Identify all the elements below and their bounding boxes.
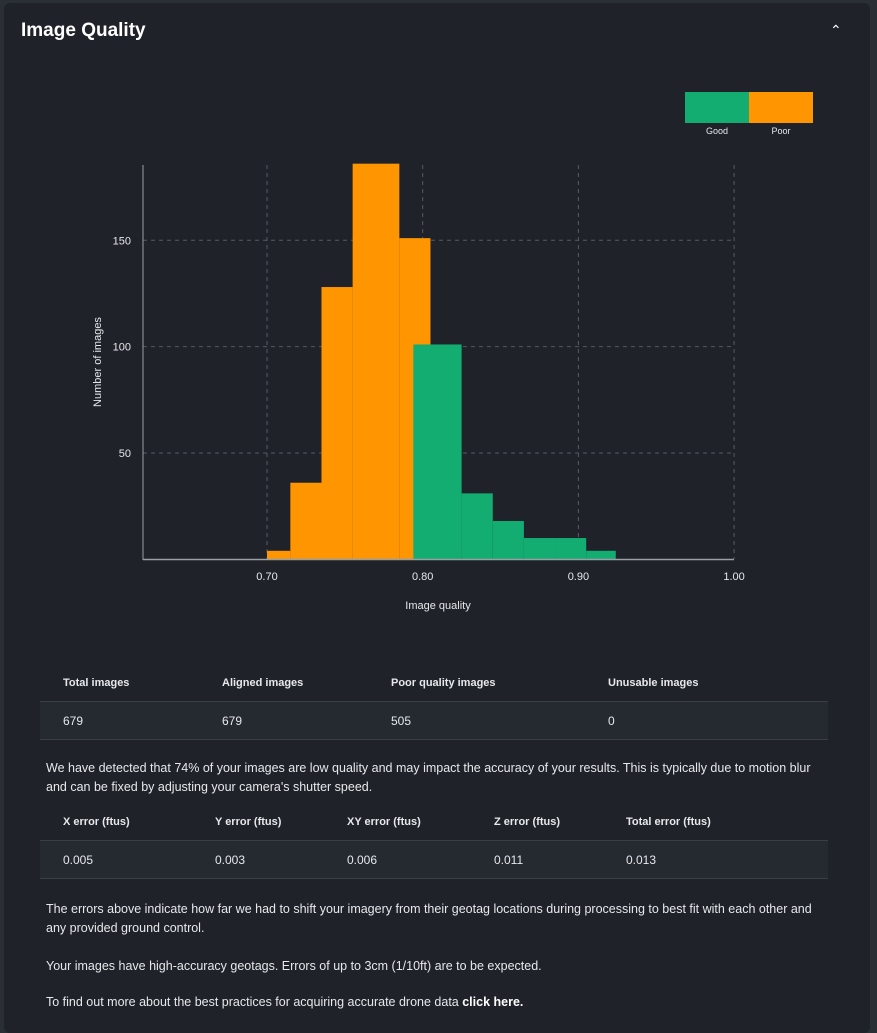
error-table-header: X error (ftus) Y error (ftus) XY error (…: [40, 804, 828, 840]
poor-quality-images-value: 505: [391, 713, 412, 728]
x-tick-label: 0.80: [412, 571, 433, 583]
header-aligned-images: Aligned images: [222, 677, 304, 689]
total-error-value: 0.013: [626, 852, 657, 867]
z-error-value: 0.011: [494, 852, 524, 867]
legend-label-good: Good: [706, 126, 728, 136]
best-practice-text: To find out more about the best practice…: [46, 995, 463, 1009]
x-tick-label: 0.90: [568, 571, 589, 583]
table-row: 679 679 505 0: [40, 701, 828, 740]
header-xy-error: XY error (ftus): [347, 816, 421, 828]
summary-table: Total images Aligned images Poor quality…: [40, 665, 828, 740]
histogram-bar-good: [461, 493, 493, 560]
legend-swatch-poor: [749, 92, 813, 123]
aligned-images-value: 679: [222, 713, 243, 728]
header-total-images: Total images: [63, 677, 130, 689]
unusable-images-value: 0: [608, 713, 615, 728]
chevron-up-icon[interactable]: ⌃: [830, 22, 842, 38]
quality-note: We have detected that 74% of your images…: [46, 761, 811, 794]
histogram-bar-good: [586, 550, 616, 560]
header-z-error: Z error (ftus): [494, 816, 560, 828]
histogram-bar-good: [492, 521, 524, 560]
y-tick-label: 50: [119, 448, 131, 460]
legend-label-poor: Poor: [771, 126, 790, 136]
header-total-error: Total error (ftus): [626, 816, 711, 828]
panel-title: Image Quality: [21, 20, 146, 41]
y-error-value: 0.003: [215, 852, 246, 867]
histogram-bar-poor: [290, 482, 322, 560]
x-tick-label: 0.70: [256, 571, 277, 583]
histogram-bar-poor: [352, 163, 400, 560]
x-axis-label: Image quality: [405, 600, 471, 612]
y-tick-label: 100: [113, 342, 131, 354]
x-tick-label: 1.00: [723, 571, 744, 583]
histogram-bar-poor: [267, 550, 291, 560]
histogram-bar-good: [523, 538, 556, 560]
header-unusable-images: Unusable images: [608, 677, 699, 689]
error-table: X error (ftus) Y error (ftus) XY error (…: [40, 804, 828, 879]
summary-table-header: Total images Aligned images Poor quality…: [40, 665, 828, 701]
xy-error-value: 0.006: [347, 852, 378, 867]
histogram-bar-good: [555, 538, 587, 560]
best-practice-note: To find out more about the best practice…: [46, 993, 826, 1012]
click-here-link[interactable]: click here.: [462, 995, 524, 1009]
error-note: The errors above indicate how far we had…: [46, 902, 812, 935]
total-images-value: 679: [63, 713, 84, 728]
table-row: 0.005 0.003 0.006 0.011 0.013: [40, 840, 828, 879]
geotag-note: Your images have high-accuracy geotags. …: [46, 959, 542, 973]
y-axis-label: Number of images: [92, 317, 104, 407]
image-quality-histogram: 50 100 150 0.70 0.80 0.90 1.00 Image quality Num…: [92, 92, 813, 612]
header-poor-quality-images: Poor quality images: [391, 677, 496, 689]
x-error-value: 0.005: [63, 852, 94, 867]
histogram-bar-poor: [321, 287, 353, 560]
histogram-bar-good: [413, 344, 462, 560]
y-tick-label: 150: [113, 235, 131, 247]
header-y-error: Y error (ftus): [215, 816, 282, 828]
legend-swatch-good: [685, 92, 749, 123]
header-x-error: X error (ftus): [63, 816, 130, 828]
